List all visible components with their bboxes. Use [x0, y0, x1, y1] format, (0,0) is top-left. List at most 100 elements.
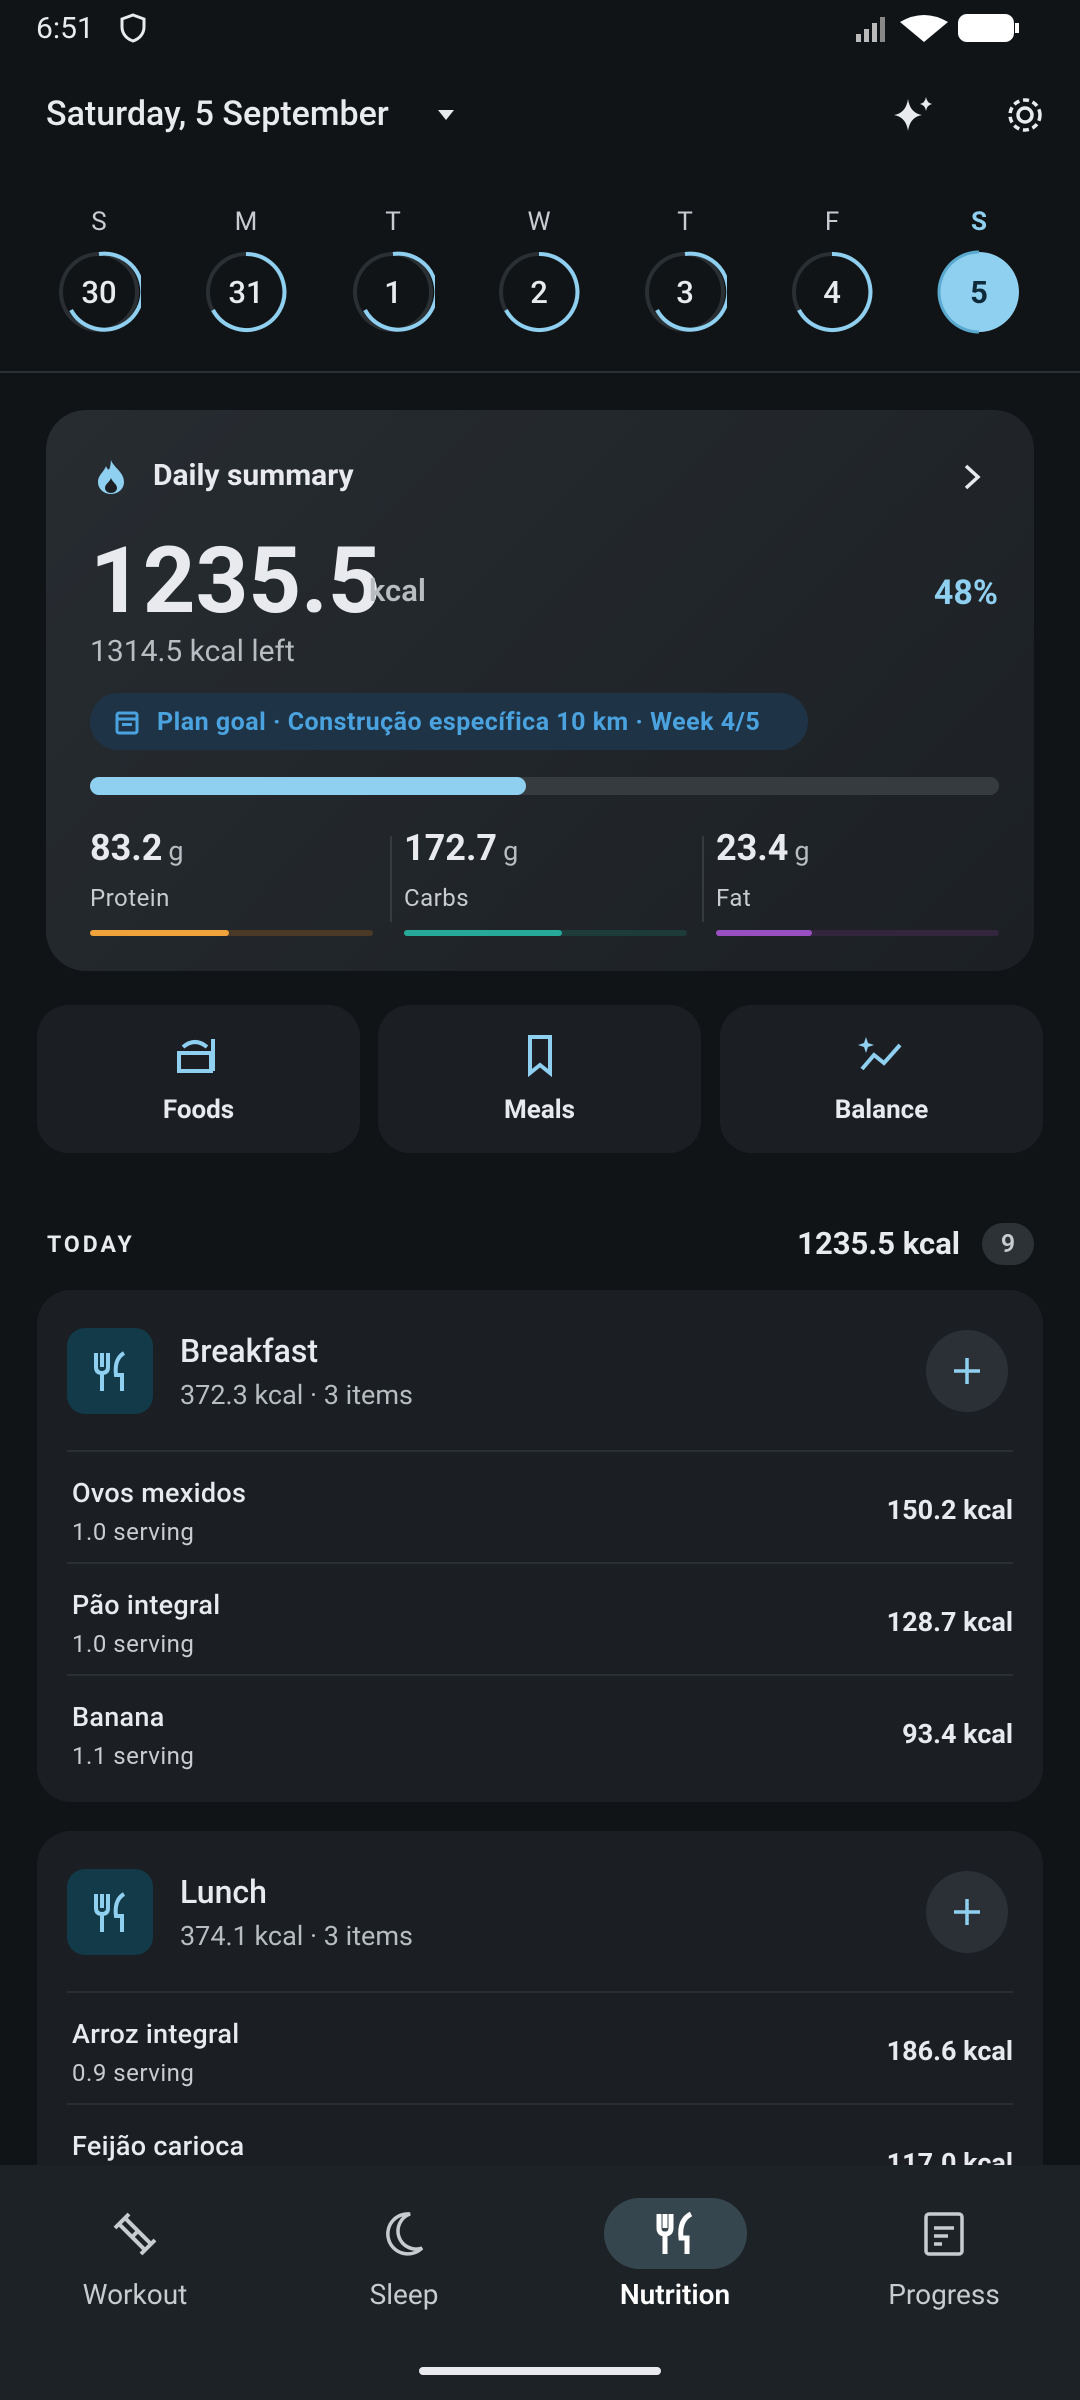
day-ring[interactable]	[351, 250, 439, 334]
progress-track	[90, 777, 999, 795]
day-number[interactable]: 4	[823, 274, 841, 311]
action-icon	[858, 1033, 906, 1077]
macro-bar-track	[90, 930, 373, 936]
weekday-letter: W	[527, 207, 551, 237]
add-food-button[interactable]	[926, 1330, 1008, 1412]
food-serving: 1.1 serving	[72, 1742, 195, 1770]
home-indicator	[419, 2367, 661, 2375]
weekday-letter: S	[91, 207, 107, 237]
macro-label: Fat	[716, 884, 752, 912]
meal-icon	[67, 1869, 153, 1955]
day-ring[interactable]	[204, 250, 288, 334]
progress-fill	[90, 777, 527, 795]
macro-label: Carbs	[404, 884, 470, 912]
calendar-icon	[115, 711, 139, 735]
meal-summary: 372.3 kcal · 3 items	[180, 1379, 413, 1411]
calories-left: 1314.5 kcal left	[90, 634, 295, 669]
macro-unit: g	[503, 835, 519, 867]
nav-icon[interactable]	[918, 2208, 970, 2260]
divider	[0, 371, 1080, 373]
meal-icon	[67, 1328, 153, 1414]
day-number[interactable]: 2	[530, 274, 548, 311]
meal-name: Lunch	[180, 1873, 267, 1911]
day-ring[interactable]	[57, 250, 145, 334]
nav-label[interactable]: Nutrition	[619, 2278, 731, 2311]
today-total: 1235.5 kcal	[797, 1225, 960, 1262]
macro-divider	[390, 836, 392, 922]
day-number[interactable]: 5	[970, 274, 988, 311]
calories-value: 1235.5	[90, 528, 381, 635]
divider	[67, 2103, 1013, 2105]
action-button[interactable]	[37, 1005, 360, 1153]
plan-goal-pill[interactable]	[90, 693, 808, 750]
nav-label[interactable]: Sleep	[369, 2278, 439, 2311]
macro-bar-track	[716, 930, 999, 936]
nav-label[interactable]: Workout	[82, 2278, 188, 2311]
macro-bar-fill	[90, 930, 229, 936]
calories-percent: 48%	[933, 573, 998, 613]
macro-label: Protein	[90, 884, 170, 912]
macro-bar-fill	[404, 930, 563, 936]
food-name[interactable]: Feijão carioca	[72, 2130, 245, 2162]
macro-unit: g	[168, 835, 184, 867]
food-kcal: 186.6 kcal	[886, 2035, 1013, 2067]
day-ring[interactable]	[497, 250, 581, 334]
action-icon	[175, 1033, 223, 1077]
food-kcal: 128.7 kcal	[886, 1606, 1013, 1638]
macro-value: 83.2	[90, 827, 163, 869]
action-label[interactable]: Balance	[834, 1095, 929, 1125]
date-selector[interactable]: Saturday, 5 September	[46, 94, 389, 134]
action-button[interactable]	[720, 1005, 1043, 1153]
weekday-letter: M	[234, 207, 258, 237]
nav-active-indicator	[604, 2198, 747, 2269]
action-label[interactable]: Foods	[162, 1095, 235, 1125]
food-kcal: 150.2 kcal	[886, 1494, 1013, 1526]
summary-title: Daily summary	[153, 458, 354, 493]
action-button[interactable]	[378, 1005, 701, 1153]
food-name[interactable]: Arroz integral	[72, 2018, 240, 2050]
action-label[interactable]: Meals	[504, 1095, 575, 1125]
dropdown-arrow[interactable]	[436, 108, 456, 122]
day-number[interactable]: 3	[676, 274, 694, 311]
food-kcal: 93.4 kcal	[902, 1718, 1013, 1750]
bottom-nav	[0, 2165, 1080, 2400]
food-serving: 1.0 serving	[72, 1518, 195, 1546]
macro-unit: g	[794, 835, 810, 867]
status-icons	[856, 14, 1019, 42]
macro-value: 172.7	[404, 827, 498, 869]
day-ring[interactable]	[790, 250, 874, 334]
nav-label[interactable]: Progress	[888, 2278, 1000, 2311]
macro-value-row: 23.4 g	[716, 830, 810, 866]
nav-icon[interactable]	[649, 2208, 701, 2260]
divider	[67, 1674, 1013, 1676]
item-count-badge: 9	[982, 1223, 1034, 1265]
day-number[interactable]: 30	[81, 274, 117, 311]
settings-button[interactable]	[1002, 92, 1048, 138]
weekday-letter: S	[970, 207, 987, 237]
shield-icon	[120, 13, 146, 43]
nav-icon[interactable]	[109, 2208, 161, 2260]
day-ring[interactable]	[643, 250, 731, 334]
ai-button[interactable]	[890, 93, 936, 139]
nav-icon[interactable]	[378, 2208, 430, 2260]
daily-summary-card[interactable]	[46, 410, 1034, 971]
add-food-button[interactable]	[926, 1871, 1008, 1953]
today-label: TODAY	[47, 1231, 135, 1258]
day-ring[interactable]	[937, 250, 1021, 334]
food-name[interactable]: Banana	[72, 1701, 165, 1733]
meal-name: Breakfast	[180, 1332, 318, 1370]
food-name[interactable]: Pão integral	[72, 1589, 221, 1621]
meal-summary: 374.1 kcal · 3 items	[180, 1920, 413, 1952]
macro-value-row: 172.7 g	[404, 830, 518, 866]
macro-bar-track	[404, 930, 687, 936]
status-time: 6:51	[36, 11, 94, 46]
food-name[interactable]: Ovos mexidos	[72, 1477, 247, 1509]
day-number[interactable]: 31	[228, 274, 264, 311]
chevron-right[interactable]	[960, 462, 984, 492]
divider	[67, 1991, 1013, 1993]
calories-unit: kcal	[369, 572, 426, 609]
weekday-letter: F	[824, 207, 840, 237]
meal-card: Breakfast 372.3 kcal · 3 items Ovos mexido…	[37, 1290, 1043, 1802]
divider	[67, 1450, 1013, 1452]
day-number[interactable]: 1	[384, 274, 402, 311]
